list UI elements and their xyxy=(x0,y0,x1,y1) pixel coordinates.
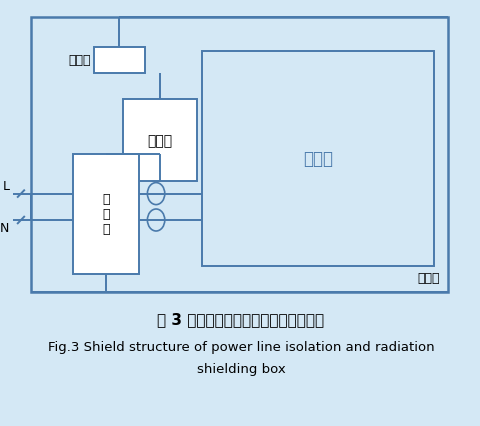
Bar xyxy=(73,155,139,274)
Text: 屏蔽箱: 屏蔽箱 xyxy=(418,272,440,285)
Ellipse shape xyxy=(147,210,165,231)
Text: N: N xyxy=(0,222,10,235)
Bar xyxy=(123,100,197,181)
Text: 测试板: 测试板 xyxy=(303,150,333,168)
Text: 射频口: 射频口 xyxy=(68,55,90,67)
Text: L: L xyxy=(2,180,10,193)
Text: 滤
波
器: 滤 波 器 xyxy=(102,193,109,236)
Text: 图 3 屏蔽箱电力线隔离和辐射屏蔽结构: 图 3 屏蔽箱电力线隔离和辐射屏蔽结构 xyxy=(157,312,324,327)
Bar xyxy=(203,52,434,266)
Text: 耦合器: 耦合器 xyxy=(147,134,172,148)
Text: shielding box: shielding box xyxy=(197,363,286,376)
Bar xyxy=(31,18,447,292)
Text: Fig.3 Shield structure of power line isolation and radiation: Fig.3 Shield structure of power line iso… xyxy=(48,341,434,354)
Bar xyxy=(94,48,144,74)
Ellipse shape xyxy=(147,183,165,205)
